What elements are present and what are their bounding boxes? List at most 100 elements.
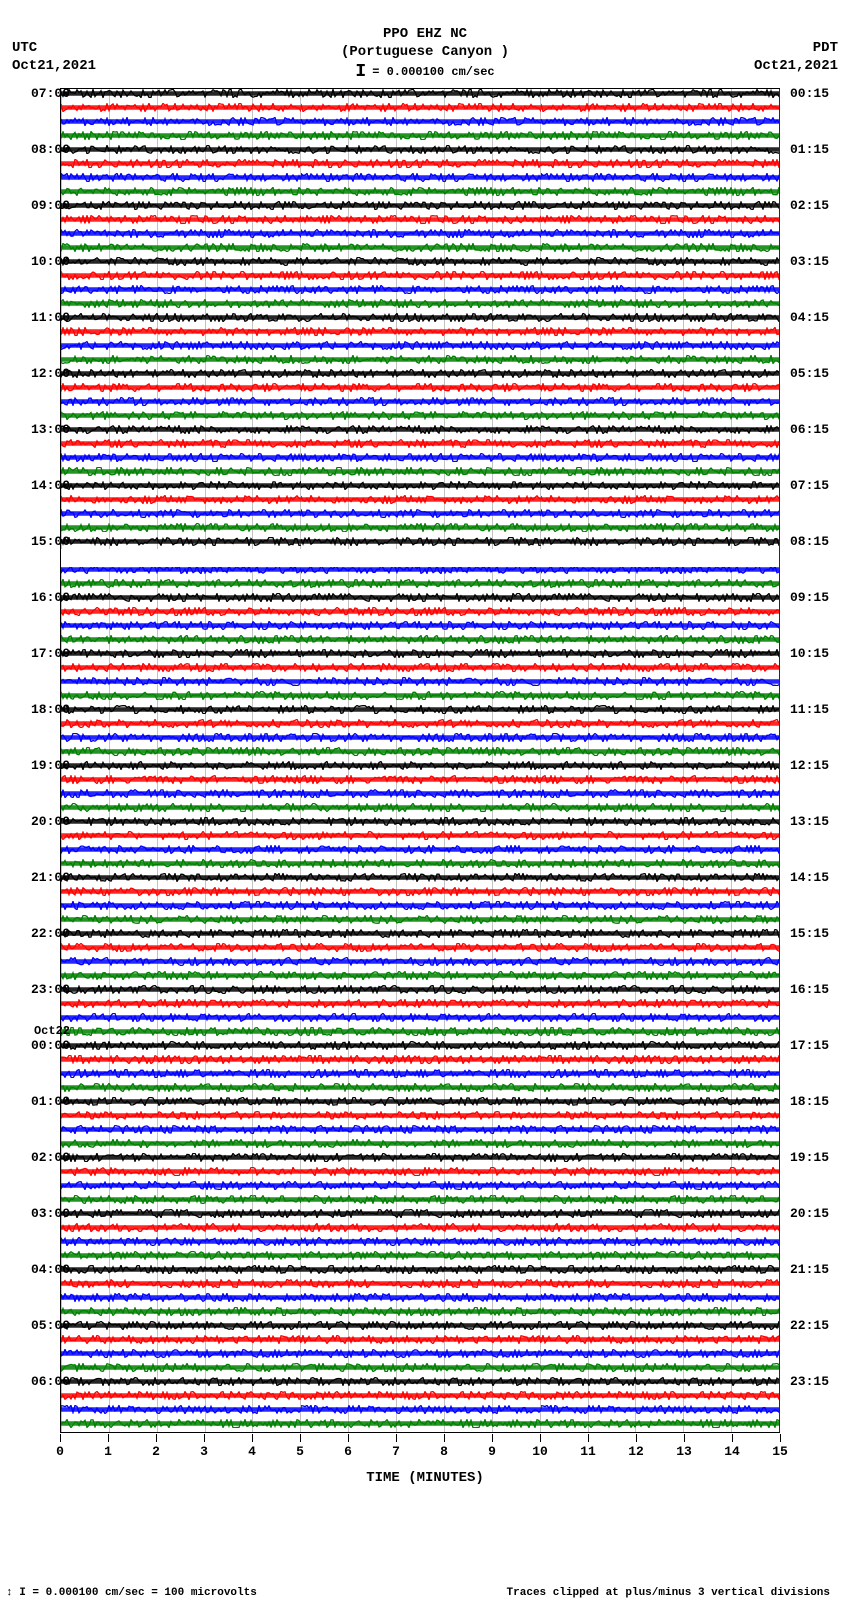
seismic-trace <box>61 523 779 532</box>
x-tick-label: 6 <box>344 1444 352 1459</box>
seismic-trace <box>61 789 779 798</box>
seismic-trace <box>61 705 779 714</box>
seismic-trace <box>61 1125 779 1134</box>
seismic-trace <box>61 313 779 322</box>
utc-hour-label: 19:00 <box>31 758 70 773</box>
seismic-trace <box>61 579 779 588</box>
x-tick-mark <box>156 1434 157 1442</box>
utc-hour-label: 20:00 <box>31 814 70 829</box>
seismic-trace <box>61 215 779 224</box>
utc-hour-label: 01:00 <box>31 1094 70 1109</box>
seismic-trace <box>61 971 779 980</box>
seismic-trace <box>61 1139 779 1148</box>
seismic-trace <box>61 1265 779 1274</box>
seismic-trace <box>61 327 779 336</box>
x-tick-label: 10 <box>532 1444 548 1459</box>
seismic-trace <box>61 1237 779 1246</box>
pdt-hour-label: 17:15 <box>790 1038 829 1053</box>
seismic-trace <box>61 271 779 280</box>
utc-hour-label: 05:00 <box>31 1318 70 1333</box>
seismic-trace <box>61 607 779 616</box>
x-tick-label: 4 <box>248 1444 256 1459</box>
utc-hour-label: 07:00 <box>31 86 70 101</box>
x-tick-mark <box>780 1434 781 1442</box>
seismic-trace <box>61 299 779 308</box>
pdt-hour-label: 14:15 <box>790 870 829 885</box>
seismic-trace <box>61 1069 779 1078</box>
seismic-trace <box>61 173 779 182</box>
pdt-hour-label: 04:15 <box>790 310 829 325</box>
pdt-hour-label: 06:15 <box>790 422 829 437</box>
x-tick-label: 14 <box>724 1444 740 1459</box>
x-tick-mark <box>252 1434 253 1442</box>
seismic-trace <box>61 201 779 210</box>
scale-indicator: I = 0.000100 cm/sec <box>355 63 494 81</box>
seismic-trace <box>61 439 779 448</box>
x-tick-label: 13 <box>676 1444 692 1459</box>
seismic-trace <box>61 1363 779 1372</box>
seismic-trace <box>61 691 779 700</box>
seismic-trace <box>61 1419 779 1428</box>
utc-hour-label: 06:00 <box>31 1374 70 1389</box>
seismic-trace <box>61 859 779 868</box>
title-line-2: (Portuguese Canyon ) <box>0 43 850 61</box>
seismic-trace <box>61 117 779 126</box>
pdt-hour-label: 07:15 <box>790 478 829 493</box>
utc-hour-label: 04:00 <box>31 1262 70 1277</box>
seismic-trace <box>61 369 779 378</box>
seismic-trace <box>61 999 779 1008</box>
seismic-trace <box>61 1027 779 1036</box>
seismic-trace <box>61 831 779 840</box>
grid-vertical <box>779 89 780 1432</box>
seismic-trace <box>61 1055 779 1064</box>
seismic-trace <box>61 1405 779 1414</box>
seismic-trace <box>61 1181 779 1190</box>
x-tick-label: 8 <box>440 1444 448 1459</box>
seismic-trace <box>61 1377 779 1386</box>
seismic-trace <box>61 775 779 784</box>
seismic-trace <box>61 1251 779 1260</box>
seismic-trace <box>61 1195 779 1204</box>
tz-left-label: UTC <box>12 40 37 56</box>
seismic-trace <box>61 649 779 658</box>
pdt-hour-label: 11:15 <box>790 702 829 717</box>
pdt-hour-label: 16:15 <box>790 982 829 997</box>
utc-hour-label: 21:00 <box>31 870 70 885</box>
seismic-trace <box>61 1279 779 1288</box>
seismic-trace <box>61 1335 779 1344</box>
x-tick-mark <box>588 1434 589 1442</box>
seismic-trace <box>61 985 779 994</box>
x-tick-label: 7 <box>392 1444 400 1459</box>
pdt-hour-label: 03:15 <box>790 254 829 269</box>
utc-hour-label: 03:00 <box>31 1206 70 1221</box>
seismic-trace <box>61 509 779 518</box>
seismic-trace <box>61 383 779 392</box>
seismic-trace <box>61 1153 779 1162</box>
utc-hour-label: 08:00 <box>31 142 70 157</box>
x-tick-mark <box>108 1434 109 1442</box>
seismic-trace <box>61 257 779 266</box>
footer-right: Traces clipped at plus/minus 3 vertical … <box>507 1587 830 1599</box>
pdt-hour-label: 23:15 <box>790 1374 829 1389</box>
pdt-hour-label: 20:15 <box>790 1206 829 1221</box>
x-tick-mark <box>636 1434 637 1442</box>
utc-hour-label: 11:00 <box>31 310 70 325</box>
seismic-trace <box>61 1111 779 1120</box>
scale-text: = 0.000100 cm/sec <box>372 65 494 79</box>
x-tick-mark <box>204 1434 205 1442</box>
seismic-trace <box>61 915 779 924</box>
x-tick-mark <box>300 1434 301 1442</box>
x-tick-mark <box>348 1434 349 1442</box>
seismic-trace <box>61 1013 779 1022</box>
seismic-trace <box>61 635 779 644</box>
seismic-trace <box>61 677 779 686</box>
seismic-trace <box>61 733 779 742</box>
seismic-trace <box>61 145 779 154</box>
plot-area <box>60 88 780 1433</box>
seismic-trace <box>61 89 779 98</box>
seismic-trace <box>61 1083 779 1092</box>
utc-hour-label: 02:00 <box>31 1150 70 1165</box>
utc-hour-label: 13:00 <box>31 422 70 437</box>
utc-hour-label: 09:00 <box>31 198 70 213</box>
seismic-trace <box>61 355 779 364</box>
